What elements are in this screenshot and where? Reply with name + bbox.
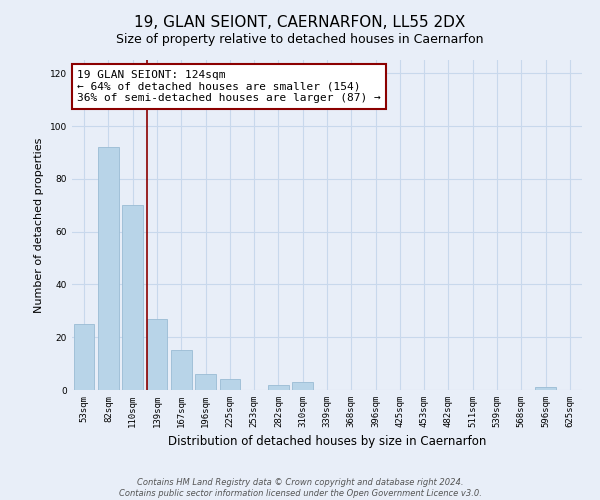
Y-axis label: Number of detached properties: Number of detached properties [34, 138, 44, 312]
Text: 19, GLAN SEIONT, CAERNARFON, LL55 2DX: 19, GLAN SEIONT, CAERNARFON, LL55 2DX [134, 15, 466, 30]
Bar [146, 318, 167, 390]
Bar [98, 147, 119, 390]
Bar [292, 382, 313, 390]
X-axis label: Distribution of detached houses by size in Caernarfon: Distribution of detached houses by size … [168, 436, 486, 448]
Bar [268, 384, 289, 390]
Bar [195, 374, 216, 390]
Text: Contains HM Land Registry data © Crown copyright and database right 2024.
Contai: Contains HM Land Registry data © Crown c… [119, 478, 481, 498]
Bar [220, 380, 240, 390]
Bar [171, 350, 191, 390]
Text: 19 GLAN SEIONT: 124sqm
← 64% of detached houses are smaller (154)
36% of semi-de: 19 GLAN SEIONT: 124sqm ← 64% of detached… [77, 70, 381, 103]
Bar [535, 388, 556, 390]
Bar [122, 205, 143, 390]
Text: Size of property relative to detached houses in Caernarfon: Size of property relative to detached ho… [116, 32, 484, 46]
Bar [74, 324, 94, 390]
